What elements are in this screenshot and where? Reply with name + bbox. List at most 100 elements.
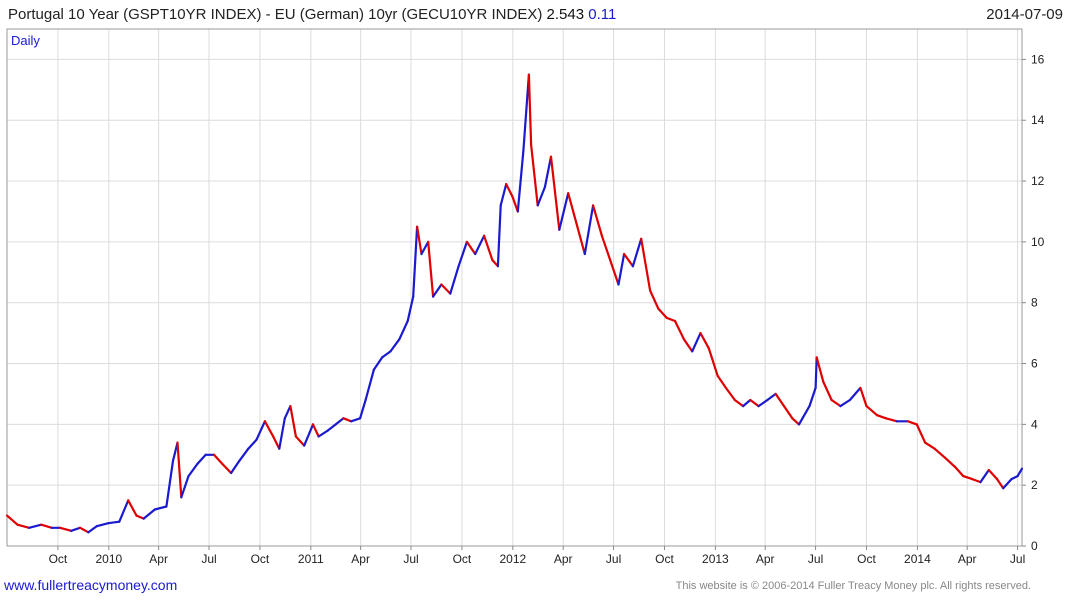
- series-segment: [350, 417, 362, 423]
- series-segment: [766, 392, 777, 402]
- series-segment: [707, 347, 719, 377]
- series-layer: [5, 73, 1024, 534]
- series-segment: [691, 332, 702, 353]
- series-segment: [657, 307, 668, 319]
- x-tick-label: Jul: [808, 552, 823, 566]
- series-segment: [406, 295, 415, 323]
- series-segment: [449, 265, 460, 295]
- series-segment: [933, 447, 947, 459]
- series-segment: [617, 252, 626, 286]
- series-segment: [457, 240, 468, 268]
- x-tick-label: Oct: [655, 552, 674, 566]
- series-segment: [142, 508, 156, 520]
- series-segment: [906, 420, 918, 426]
- y-tick-label: 16: [1031, 52, 1045, 66]
- series-segment: [640, 237, 652, 292]
- series-segment: [483, 234, 494, 262]
- x-tick-label: 2013: [702, 552, 729, 566]
- series-segment: [529, 143, 539, 207]
- x-tick-label: 2014: [904, 552, 931, 566]
- series-segment: [499, 183, 508, 207]
- series-segment: [815, 356, 825, 383]
- y-tick-label: 14: [1031, 113, 1045, 127]
- series-segment: [196, 453, 207, 465]
- series-segment: [609, 259, 620, 286]
- series-segment: [221, 462, 233, 475]
- series-segment: [165, 459, 175, 508]
- series-segment: [995, 478, 1005, 490]
- y-tick-label: 8: [1031, 296, 1038, 310]
- series-segment: [317, 429, 330, 438]
- series-segment: [757, 398, 769, 408]
- series-segment: [522, 73, 531, 152]
- series-segment: [814, 356, 818, 389]
- series-segment: [741, 398, 752, 408]
- x-tick-label: Apr: [756, 552, 775, 566]
- series-segment: [808, 386, 817, 408]
- series-segment: [733, 398, 745, 408]
- x-tick-label: Apr: [351, 552, 370, 566]
- x-tick-label: Apr: [958, 552, 977, 566]
- series-segment: [127, 499, 138, 517]
- series-segment: [381, 350, 392, 359]
- series-segment: [70, 526, 82, 532]
- series-segment: [420, 240, 430, 256]
- series-segment: [303, 423, 315, 447]
- x-tick-label: 2012: [499, 552, 526, 566]
- series-segment: [326, 423, 337, 432]
- series-segment: [830, 398, 842, 408]
- series-segment: [255, 420, 266, 441]
- y-tick-label: 2: [1031, 478, 1038, 492]
- chart-title: Portugal 10 Year (GSPT10YR INDEX) - EU (…: [8, 6, 616, 23]
- series-segment: [180, 475, 190, 499]
- series-segment: [716, 374, 728, 389]
- series-segment: [289, 405, 297, 438]
- chart-title-text: Portugal 10 Year (GSPT10YR INDEX) - EU (…: [8, 6, 543, 23]
- series-segment: [953, 465, 965, 478]
- x-tick-label: Jul: [1010, 552, 1025, 566]
- series-segment: [1016, 467, 1024, 478]
- series-segment: [263, 420, 275, 438]
- series-segment: [427, 240, 435, 298]
- chart-date: 2014-07-09: [986, 6, 1063, 23]
- series-segment: [176, 441, 183, 499]
- period-label: Daily: [11, 33, 40, 48]
- series-segment: [28, 523, 43, 529]
- series-segment: [859, 386, 868, 408]
- x-tick-label: Oct: [453, 552, 472, 566]
- series-segment: [782, 405, 794, 420]
- series-segment: [1010, 475, 1019, 481]
- x-tick-label: Oct: [49, 552, 68, 566]
- series-segment: [135, 514, 145, 520]
- x-tick-label: Jul: [606, 552, 621, 566]
- series-segment: [107, 520, 121, 525]
- series-segment: [16, 523, 31, 529]
- series-segment: [465, 240, 477, 256]
- y-tick-label: 0: [1031, 539, 1038, 553]
- series-segment: [416, 225, 423, 256]
- series-segment: [272, 435, 281, 450]
- x-tick-label: Oct: [251, 552, 270, 566]
- series-segment: [1002, 478, 1013, 490]
- series-segment: [575, 222, 586, 256]
- series-segment: [971, 478, 982, 484]
- y-axis: 0 2 4 6 8 10 12 14 16: [1022, 52, 1045, 553]
- series-segment: [58, 526, 73, 532]
- series-segment: [567, 192, 578, 225]
- site-link[interactable]: www.fullertreacymoney.com: [4, 577, 178, 593]
- series-segment: [943, 456, 957, 468]
- x-tick-label: 2010: [95, 552, 122, 566]
- series-segment: [962, 475, 974, 481]
- series-segment: [440, 283, 452, 295]
- series-segment: [311, 423, 320, 438]
- series-segment: [791, 417, 801, 426]
- series-segment: [536, 186, 547, 207]
- x-tick-label: Apr: [149, 552, 168, 566]
- series-segment: [212, 453, 224, 465]
- series-segment: [987, 468, 999, 481]
- series-segment: [665, 316, 677, 323]
- series-segment: [875, 414, 888, 420]
- series-segment: [278, 417, 286, 450]
- series-segment: [342, 417, 353, 423]
- y-tick-label: 6: [1031, 357, 1038, 371]
